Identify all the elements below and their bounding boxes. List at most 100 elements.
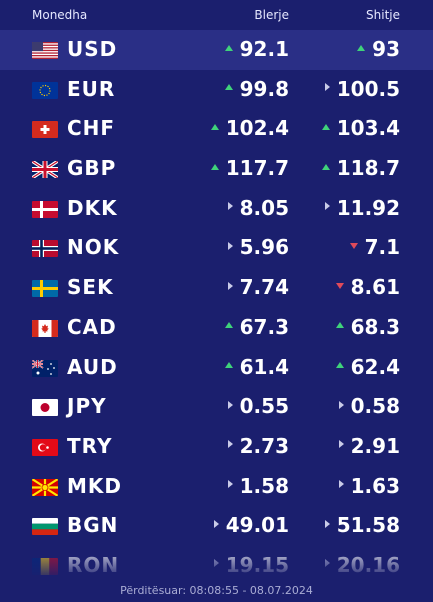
currency-code: MKD — [67, 473, 123, 498]
buy-rate-value: 61.4 — [239, 354, 289, 379]
buy-rate: 1.58 — [227, 473, 289, 498]
currency-code: USD — [67, 37, 118, 61]
currency-code: CHF — [67, 116, 116, 141]
buy-rate: 5.96 — [227, 235, 289, 260]
buy-rate: 99.8 — [224, 76, 289, 101]
trend-neutral-icon — [338, 440, 344, 449]
trend-neutral-icon — [213, 519, 219, 528]
sell-rate-value: 1.63 — [350, 473, 400, 498]
currency-code: CAD — [67, 314, 117, 339]
trend-up-icon — [321, 123, 330, 130]
buy-rate: 0.55 — [227, 394, 289, 418]
sell-rate-value: 68.3 — [350, 314, 400, 339]
sell-rate-value: 8.61 — [350, 275, 400, 300]
currency-code: AUD — [67, 354, 118, 379]
rate-row-nok: NOK 5.96 7.1 — [0, 228, 433, 268]
buy-rate: 117.7 — [210, 156, 289, 181]
eu-flag-icon — [32, 81, 58, 99]
header-sell: Shitje — [366, 8, 400, 22]
trend-up-icon — [224, 362, 233, 368]
ch-flag-icon — [32, 121, 58, 139]
se-flag-icon — [32, 280, 58, 298]
sell-rate: 62.4 — [335, 354, 400, 379]
tr-flag-icon — [32, 438, 58, 456]
trend-up-icon — [224, 84, 233, 91]
table-header: Monedha Blerje Shitje — [0, 0, 433, 30]
sell-rate-value: 62.4 — [350, 354, 400, 379]
mk-flag-icon — [32, 478, 58, 496]
trend-up-icon — [210, 123, 219, 130]
buy-rate-value: 117.7 — [225, 156, 289, 181]
sell-rate: 0.58 — [338, 394, 400, 419]
trend-up-icon — [210, 163, 219, 170]
buy-rate-value: 5.96 — [239, 235, 289, 260]
buy-rate-value: 2.73 — [239, 433, 289, 458]
trend-up-icon — [321, 163, 330, 170]
buy-rate-value: 67.3 — [239, 314, 289, 339]
trend-neutral-icon — [227, 281, 233, 290]
trend-up-icon — [224, 322, 233, 329]
sell-rate: 51.58 — [324, 513, 400, 538]
sell-rate: 11.92 — [324, 196, 400, 220]
buy-rate-value: 99.8 — [239, 76, 289, 101]
ca-flag-icon — [32, 319, 58, 337]
buy-rate-value: 49.01 — [225, 513, 289, 538]
sell-rate: 103.4 — [321, 116, 400, 141]
rate-row-sek: SEK 7.74 8.61 — [0, 268, 433, 308]
rate-row-jpy: JPY 0.55 0.58 — [0, 387, 433, 427]
au-flag-icon — [32, 359, 58, 377]
sell-rate-value: 2.91 — [350, 433, 400, 458]
us-flag-icon — [32, 42, 58, 59]
buy-rate: 67.3 — [224, 314, 289, 339]
trend-neutral-icon — [227, 480, 233, 489]
currency-code: JPY — [67, 394, 107, 419]
trend-down-icon — [335, 282, 344, 289]
sell-rate-value: 118.7 — [336, 156, 400, 181]
trend-up-icon — [335, 362, 344, 368]
currency-code: GBP — [67, 156, 117, 181]
sell-rate-value: 100.5 — [336, 76, 400, 101]
jp-flag-icon — [32, 399, 58, 417]
rate-row-bgn: BGN 49.01 51.58 — [0, 506, 433, 546]
trend-up-icon — [357, 44, 366, 51]
scroll-fade — [0, 540, 433, 602]
currency-code: BGN — [67, 513, 119, 538]
buy-rate: 102.4 — [210, 116, 289, 141]
trend-neutral-icon — [227, 202, 233, 211]
currency-code: TRY — [67, 433, 113, 458]
buy-rate-value: 7.74 — [239, 275, 289, 300]
rate-row-usd: USD 92.1 93 — [0, 30, 433, 70]
currency-code: EUR — [67, 76, 116, 101]
sell-rate-value: 0.58 — [350, 394, 400, 419]
bg-flag-icon — [32, 518, 58, 536]
sell-rate-value: 103.4 — [336, 116, 400, 141]
rate-row-cad: CAD 67.3 68.3 — [0, 308, 433, 348]
sell-rate: 8.61 — [335, 275, 400, 300]
buy-rate-value: 102.4 — [225, 116, 289, 141]
trend-neutral-icon — [227, 241, 233, 250]
trend-neutral-icon — [227, 400, 233, 409]
trend-neutral-icon — [324, 83, 330, 92]
sell-rate-value: 93 — [372, 37, 400, 61]
dk-flag-icon — [32, 200, 58, 218]
trend-neutral-icon — [227, 440, 233, 449]
sell-rate-value: 51.58 — [336, 513, 400, 538]
no-flag-icon — [32, 240, 58, 258]
rates-list: USD 92.1 93 EUR 99.8 100.5 CHF 102.4 103.4 GBP 117… — [0, 30, 433, 586]
sell-rate: 68.3 — [335, 314, 400, 339]
sell-rate-value: 7.1 — [364, 235, 400, 260]
rate-row-eur: EUR 99.8 100.5 — [0, 70, 433, 110]
updated-timestamp: Përditësuar: 08:08:55 - 08.07.2024 — [120, 584, 313, 597]
trend-neutral-icon — [338, 480, 344, 489]
buy-rate-value: 8.05 — [239, 195, 289, 220]
gb-flag-icon — [32, 161, 58, 179]
sell-rate: 118.7 — [321, 156, 400, 181]
sell-rate: 100.5 — [324, 76, 400, 101]
sell-rate: 7.1 — [349, 235, 400, 260]
rate-row-gbp: GBP 117.7 118.7 — [0, 149, 433, 189]
rate-row-try: TRY 2.73 2.91 — [0, 427, 433, 467]
buy-rate-value: 1.58 — [239, 473, 289, 498]
trend-down-icon — [349, 242, 358, 249]
currency-code: NOK — [67, 235, 120, 260]
